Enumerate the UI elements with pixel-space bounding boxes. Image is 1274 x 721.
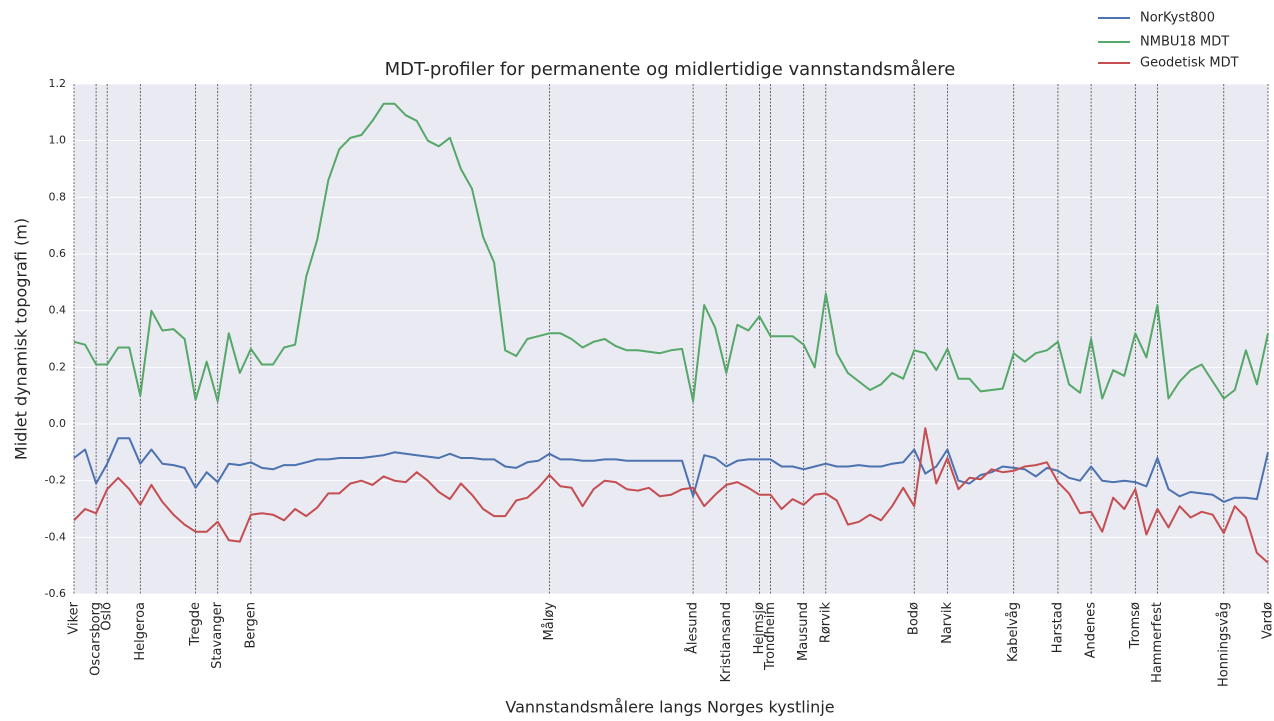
x-tick-label: Hejmsjø <box>752 602 767 654</box>
x-tick-label: Viker <box>67 601 82 634</box>
y-tick-label: 0.2 <box>49 360 67 373</box>
y-tick-label: 0.6 <box>49 247 67 260</box>
series-line <box>73 437 1269 503</box>
x-tick-label: Hammerfest <box>1150 602 1165 683</box>
y-axis-label: Midlet dynamisk topografi (m) <box>12 218 31 460</box>
x-tick-label: Måløy <box>542 602 557 641</box>
x-tick-label: Kristiansand <box>719 602 734 682</box>
y-tick-label: -0.2 <box>45 474 66 487</box>
y-tick-label: 0.8 <box>49 190 67 203</box>
y-tick-label: -0.4 <box>45 530 66 543</box>
x-tick-label: Stavanger <box>210 601 225 668</box>
legend-label: NMBU18 MDT <box>1140 35 1229 50</box>
x-tick-label: Honningsvåg <box>1216 602 1231 687</box>
plot-area <box>74 84 1268 594</box>
x-tick-label: Ålesund <box>685 602 701 654</box>
x-tick-label: Bodø <box>907 602 922 635</box>
x-tick-label: Tregde <box>188 602 203 647</box>
x-tick-label: Tromsø <box>1128 602 1143 649</box>
x-tick-label: Kabelvåg <box>1006 602 1021 662</box>
x-tick-label: Narvik <box>940 602 955 644</box>
x-tick-label: Harstad <box>1050 602 1065 653</box>
x-tick-label: Oslo <box>100 602 115 631</box>
x-tick-label: Rørvik <box>818 602 833 644</box>
x-tick-label: Mausund <box>796 602 811 661</box>
y-tick-label: 1.0 <box>49 134 67 147</box>
legend-label: NorKyst800 <box>1140 11 1215 26</box>
y-tick-label: 0.0 <box>49 417 67 430</box>
x-tick-label: Andenes <box>1084 602 1099 659</box>
chart-title: MDT-profiler for permanente og midlertid… <box>385 59 956 80</box>
x-tick-label: Vardø <box>1261 602 1274 639</box>
series-line <box>73 427 1269 564</box>
x-tick-label: Bergen <box>243 602 258 649</box>
y-tick-label: 1.2 <box>49 77 67 90</box>
x-tick-label: Helgeroa <box>133 602 148 661</box>
x-tick-label: Oscarsborg <box>89 602 104 676</box>
x-axis-label: Vannstandsmålere langs Norges kystlinje <box>505 698 834 717</box>
series-line <box>73 102 1269 403</box>
legend-label: Geodetisk MDT <box>1140 56 1239 71</box>
x-tick-label: Trondheim <box>763 602 778 671</box>
y-tick-label: 0.4 <box>49 304 67 317</box>
y-tick-label: -0.6 <box>45 587 66 600</box>
